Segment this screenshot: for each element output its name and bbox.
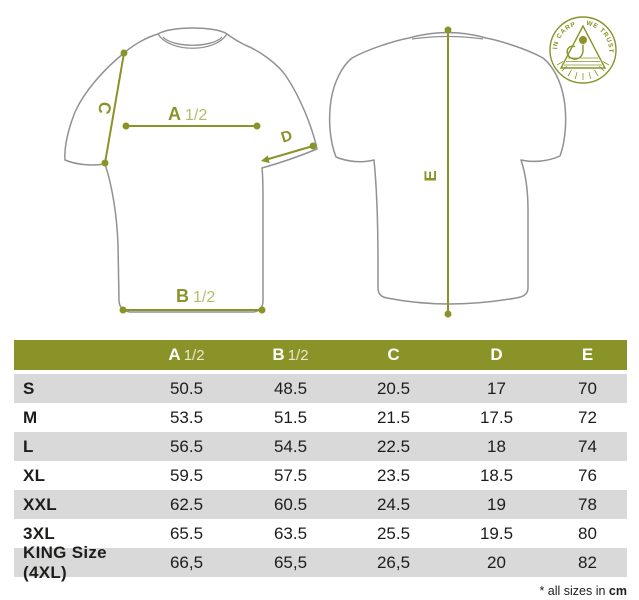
cell-d: 19 — [487, 494, 506, 514]
front-shirt-illustration — [64, 27, 318, 313]
measure-arrowhead — [261, 155, 270, 164]
cell-a: 56.5 — [169, 436, 204, 456]
cell-e: 76 — [578, 465, 597, 485]
measure-dot — [120, 49, 128, 57]
size-label: M — [23, 407, 38, 427]
label-e: E — [421, 170, 440, 181]
carp-trust-logo: IN CARP WE TRUST — [549, 16, 617, 84]
header-b: B 1/2 — [272, 345, 309, 364]
cell-d: 20 — [487, 552, 506, 572]
size-label: 3XL — [23, 523, 56, 543]
cell-a: 59.5 — [169, 465, 204, 485]
table-row-king-4xl: KING Size (4XL) 66,5 65,5 26,5 20 82 — [14, 543, 627, 582]
logo-circle — [549, 16, 617, 84]
cell-d: 17 — [487, 378, 506, 398]
cell-e: 72 — [578, 407, 597, 427]
tshirt-measurement-diagram: C A 1/2 D B 1/2 E — [64, 16, 617, 318]
measure-dot — [258, 306, 266, 314]
logo-rays — [556, 61, 610, 80]
cell-e: 74 — [578, 436, 597, 456]
size-label: XL — [23, 465, 46, 485]
label-a: A 1/2 — [168, 104, 207, 124]
label-b: B 1/2 — [176, 286, 215, 306]
front-shirt-outline — [64, 27, 318, 313]
table-row-s: S 50.5 48.5 20.5 17 70 — [14, 374, 627, 403]
size-label: S — [23, 378, 35, 398]
cell-b: 48.5 — [273, 378, 308, 398]
logo-triangle — [559, 24, 607, 69]
cell-b: 54.5 — [273, 436, 308, 456]
cell-d: 17.5 — [479, 407, 514, 427]
cell-e: 80 — [578, 523, 597, 543]
front-collar-band — [162, 36, 223, 46]
size-table-header-row: A 1/2 B 1/2 C D E — [14, 340, 627, 370]
units-cm: cm — [608, 584, 627, 598]
units-footnote: * all sizes in cm — [539, 584, 627, 598]
header-d: D — [490, 345, 503, 364]
cell-a: 66,5 — [169, 552, 204, 572]
header-e: E — [581, 345, 594, 364]
measure-dot — [122, 122, 130, 130]
cell-e: 70 — [578, 378, 597, 398]
fishing-hook-icon — [566, 44, 584, 60]
cell-b: 63.5 — [273, 523, 308, 543]
cell-c: 20.5 — [376, 378, 411, 398]
front-collar-neckline — [157, 33, 228, 49]
cell-e: 78 — [578, 494, 597, 514]
measure-dot — [119, 306, 127, 314]
measurement-a: A 1/2 — [122, 104, 261, 130]
cell-d: 18 — [487, 436, 506, 456]
boilie-bait-icon — [579, 36, 587, 44]
cell-c: 26,5 — [376, 552, 411, 572]
measurement-e: E — [421, 26, 452, 318]
measure-dot — [444, 310, 452, 318]
cell-c: 23.5 — [376, 465, 411, 485]
size-table: A 1/2 B 1/2 C D E S 50.5 48.5 20.5 17 70 M… — [14, 340, 627, 598]
measurement-d: D — [261, 127, 317, 164]
label-d: D — [279, 127, 294, 146]
size-label: L — [23, 436, 34, 456]
measure-dot — [253, 122, 261, 130]
cell-e: 82 — [578, 552, 597, 572]
logo-hatch-lines — [564, 57, 602, 66]
header-c: C — [387, 345, 400, 364]
cell-b: 65,5 — [273, 552, 308, 572]
table-row-3xl: 3XL 65.5 63.5 25.5 19.5 80 — [14, 519, 627, 548]
cell-a: 65.5 — [169, 523, 204, 543]
logo-motto-right: WE TRUST — [585, 20, 614, 53]
cell-d: 18.5 — [479, 465, 514, 485]
cell-b: 60.5 — [273, 494, 308, 514]
cell-a: 62.5 — [169, 494, 204, 514]
size-label: KING Size (4XL) — [23, 542, 107, 582]
cell-d: 19.5 — [479, 523, 514, 543]
measurement-line-d — [264, 145, 314, 161]
cell-c: 21.5 — [376, 407, 411, 427]
cell-c: 22.5 — [376, 436, 411, 456]
measure-dot — [309, 142, 317, 150]
measurement-c: C — [94, 49, 128, 167]
table-row-m: M 53.5 51.5 21.5 17.5 72 — [14, 403, 627, 432]
header-a: A 1/2 — [168, 345, 205, 364]
label-c: C — [94, 100, 115, 115]
cell-b: 57.5 — [273, 465, 308, 485]
measure-dot — [444, 26, 452, 34]
table-row-xl: XL 59.5 57.5 23.5 18.5 76 — [14, 461, 627, 490]
measure-dot — [101, 159, 109, 167]
table-row-l: L 56.5 54.5 22.5 18 74 — [14, 432, 627, 461]
table-row-xxl: XXL 62.5 60.5 24.5 19 78 — [14, 490, 627, 519]
size-label: XXL — [23, 494, 57, 514]
measurement-b: B 1/2 — [119, 286, 266, 314]
cell-c: 25.5 — [376, 523, 411, 543]
cell-a: 53.5 — [169, 407, 204, 427]
cell-a: 50.5 — [169, 378, 204, 398]
cell-c: 24.5 — [376, 494, 411, 514]
cell-b: 51.5 — [273, 407, 308, 427]
measurement-line-c — [104, 52, 125, 164]
